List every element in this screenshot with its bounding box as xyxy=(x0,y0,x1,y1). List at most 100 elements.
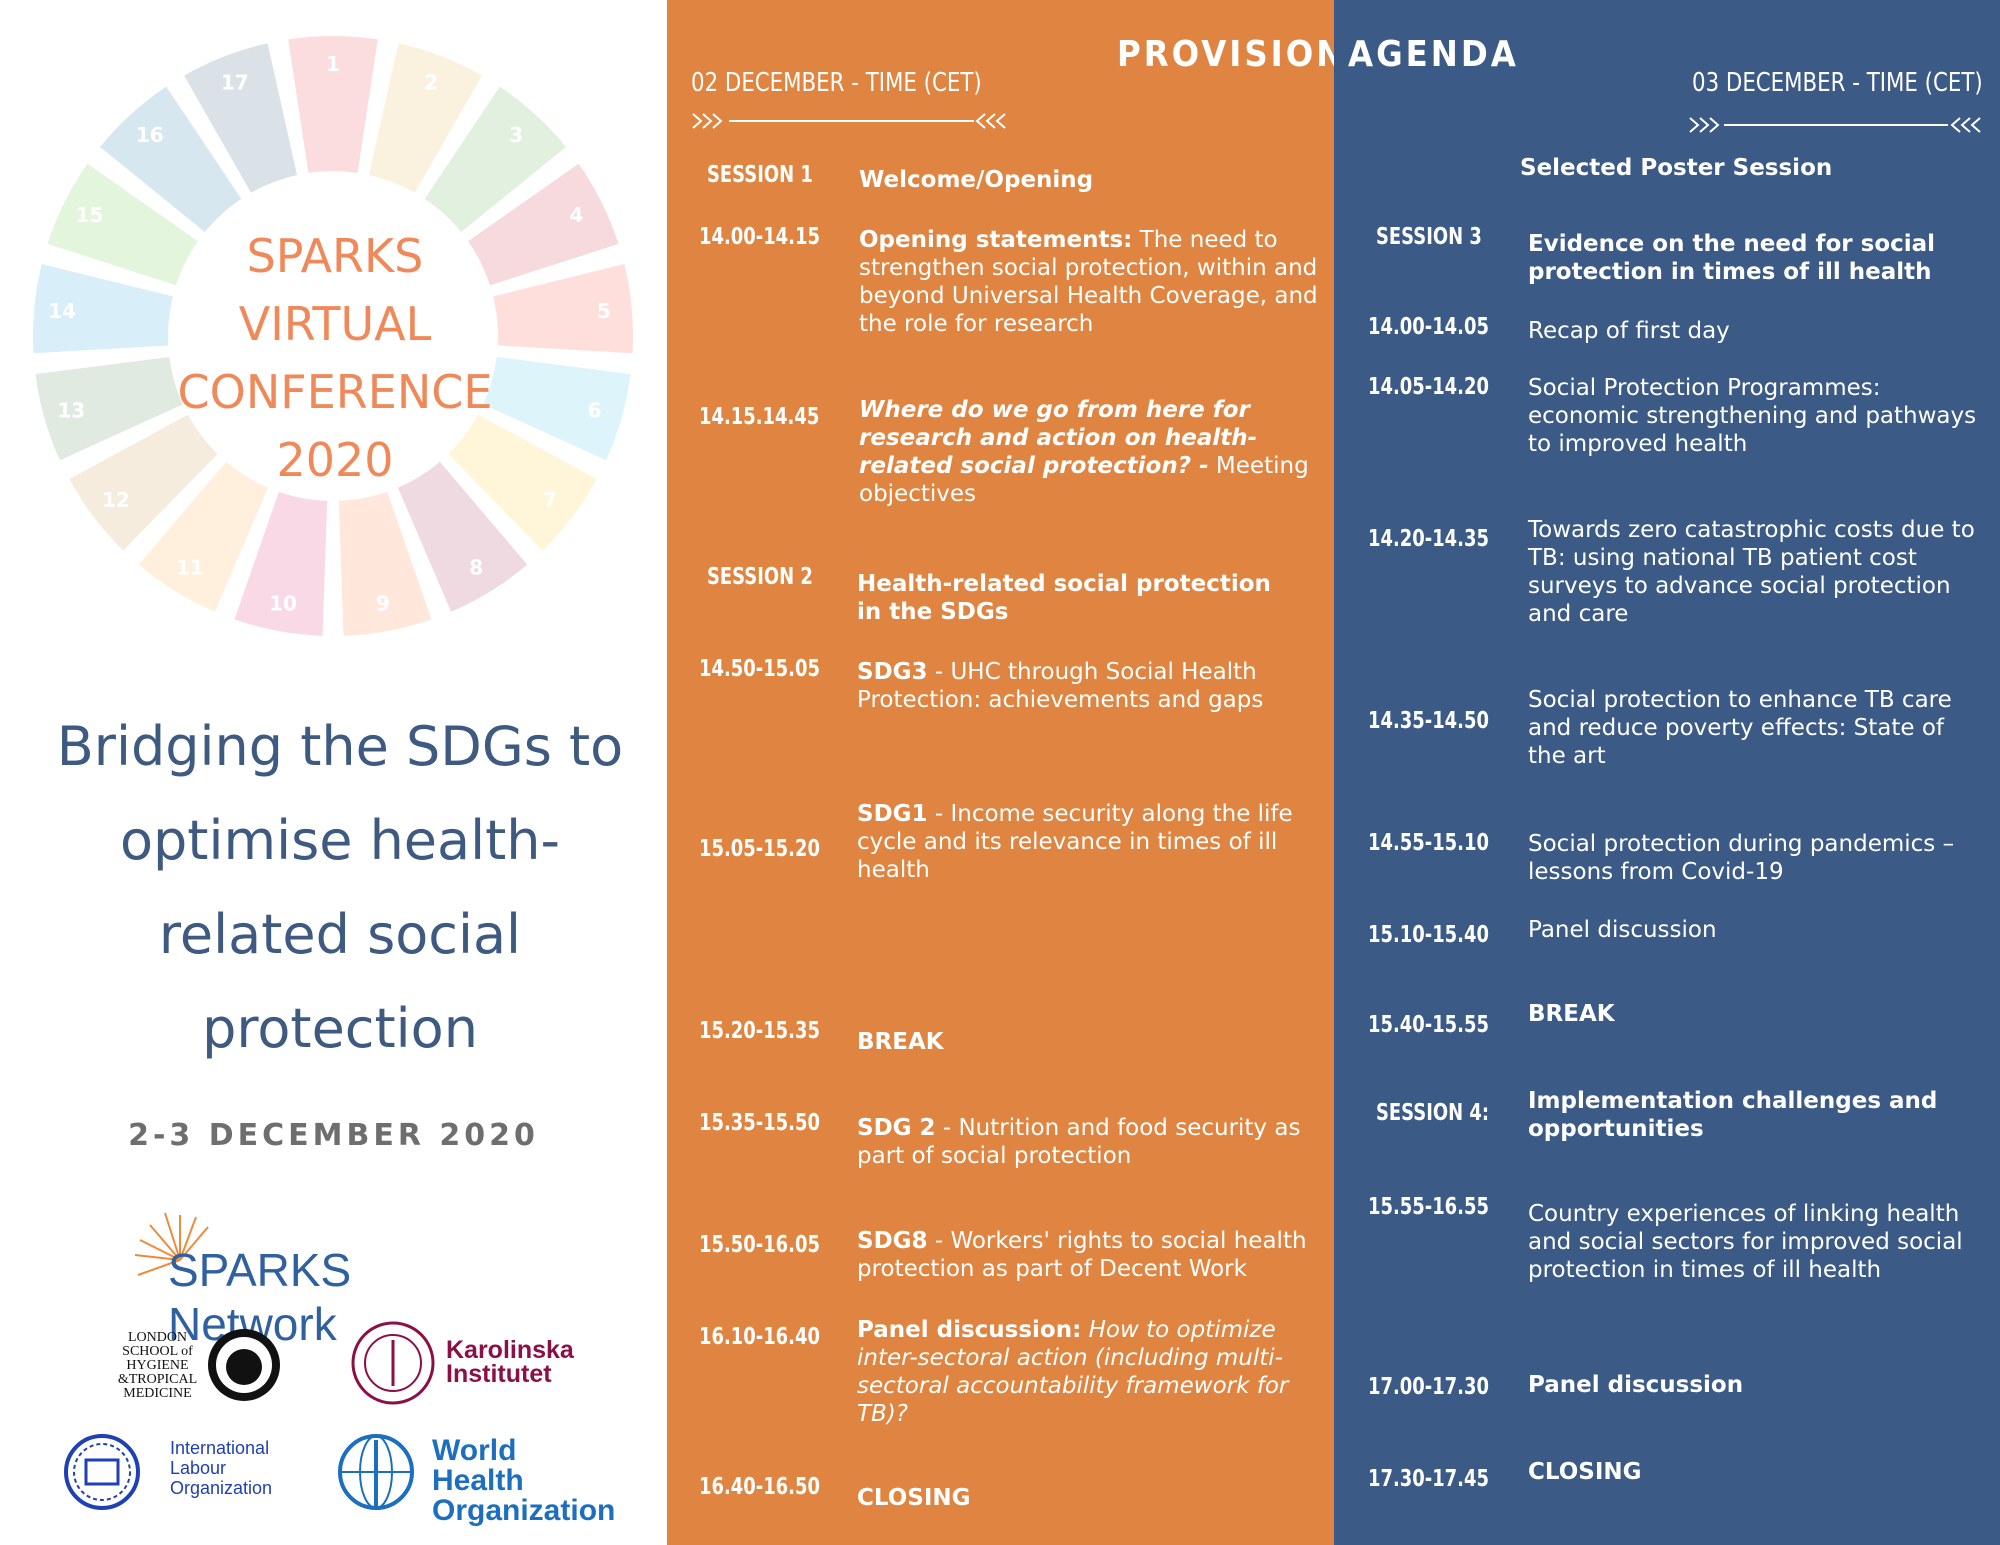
sdg-number: 4 xyxy=(570,203,584,227)
sdg-segment xyxy=(368,43,482,193)
sdg-number: 9 xyxy=(376,591,390,615)
sdg-segment xyxy=(338,491,432,636)
break-label: BREAK xyxy=(1528,1001,1615,1027)
session-title: Welcome/Opening xyxy=(859,167,1094,193)
sdg-number: 8 xyxy=(469,555,483,579)
agenda-item: SDG1 - Income security along the life cy… xyxy=(857,800,1297,884)
session-label: SESSION 1 xyxy=(707,162,813,188)
conference-title-line: CONFERENCE xyxy=(177,365,493,419)
agenda-item: Social protection to enhance TB care and… xyxy=(1528,687,1952,769)
session-label: SESSION 3 xyxy=(1376,224,1482,250)
day2-arrow-divider xyxy=(1689,117,1981,133)
lshtm-logo-line: SCHOOL of xyxy=(122,1344,193,1359)
agenda-item: Country experiences of linking health an… xyxy=(1528,1201,1963,1283)
agenda-time: 14.35-14.50 xyxy=(1368,708,1489,734)
ilo-logo-line: Labour xyxy=(170,1458,227,1478)
break-label: BREAK xyxy=(857,1029,944,1055)
sdg-number: 17 xyxy=(221,70,249,94)
day2-panel: AGENDA 03 DECEMBER - TIME (CET) Selected… xyxy=(1334,0,2000,1545)
session-title: Evidence on the need for social protecti… xyxy=(1528,231,1936,285)
agenda-time: 14.00-14.15 xyxy=(699,224,820,250)
agenda-time: 15.50-16.05 xyxy=(699,1232,820,1258)
sdg-number: 15 xyxy=(76,203,104,227)
conference-title-line: SPARKS xyxy=(246,229,424,283)
agenda-item: Recap of first day xyxy=(1528,318,1730,344)
sdg-number: 16 xyxy=(136,123,164,147)
sdg-number: 13 xyxy=(57,398,85,422)
karolinska-seal-icon xyxy=(351,1321,435,1405)
agenda-item: SDG3 - UHC through Social Health Protect… xyxy=(857,658,1297,714)
sdg-segment xyxy=(234,491,328,636)
agenda-time: 15.20-15.35 xyxy=(699,1018,820,1044)
agenda-item: SDG 2 - Nutrition and food security as p… xyxy=(857,1114,1317,1170)
day2-heading: 03 DECEMBER - TIME (CET) xyxy=(1692,68,1983,98)
session-title: Implementation challenges and opportunit… xyxy=(1528,1088,1938,1142)
agenda-item-bold: Opening statements: xyxy=(859,227,1133,253)
ilo-logo: International Labour Organization xyxy=(62,1432,292,1512)
sdg-number: 11 xyxy=(176,555,204,579)
agenda-item: Panel discussion xyxy=(1528,917,1717,943)
closing-label: CLOSING xyxy=(857,1485,971,1511)
agenda-item-text: Meeting objectives xyxy=(859,453,1309,507)
agenda-item-text: - Nutrition and food security as part of… xyxy=(857,1115,1301,1169)
agenda-item-text: - UHC through Social Health Protection: … xyxy=(857,659,1264,713)
lshtm-logo-line: MEDICINE xyxy=(123,1386,192,1401)
sdg-segment xyxy=(468,163,619,286)
who-emblem-icon xyxy=(338,1434,414,1510)
agenda-time: 14.20-14.35 xyxy=(1368,526,1489,552)
karolinska-logo: Karolinska Institutet xyxy=(348,1318,578,1408)
agenda-time: 14.50-15.05 xyxy=(699,656,820,682)
agenda-item: Where do we go from here for research an… xyxy=(859,396,1329,508)
lshtm-logo-line: LONDON xyxy=(127,1330,188,1345)
sdg-number: 1 xyxy=(326,52,340,76)
agenda-item: Panel discussion: How to optimize inter-… xyxy=(857,1316,1307,1428)
agenda-time: 14.55-15.10 xyxy=(1368,830,1489,856)
panel-discussion-label: Panel discussion xyxy=(1528,1372,1744,1398)
who-logo: World Health Organization xyxy=(332,1430,615,1526)
sparks-network-logo: SPARKS Network xyxy=(130,1205,530,1350)
who-logo-line: Organization xyxy=(432,1494,616,1527)
agenda-time: 16.40-16.50 xyxy=(699,1474,820,1500)
agenda-item-text: - Income security along the life cycle a… xyxy=(857,801,1293,883)
sdg-segment xyxy=(448,414,597,551)
poster-session: Selected Poster Session xyxy=(1520,155,1833,181)
karolinska-logo-line: Institutet xyxy=(446,1360,552,1388)
sdg-segment xyxy=(138,461,269,612)
header-agenda: AGENDA xyxy=(1348,34,1519,75)
sdg-number: 6 xyxy=(588,398,602,422)
sparks-logo-text: SPARKS Network xyxy=(168,1244,352,1350)
agenda-item-bold: SDG8 xyxy=(857,1228,928,1254)
session-title: Health-related social protection in the … xyxy=(857,571,1271,625)
agenda-item: Social Protection Programmes: economic s… xyxy=(1528,375,1977,457)
who-logo-line: World Health xyxy=(432,1434,524,1497)
agenda-time: 15.05-15.20 xyxy=(699,836,820,862)
main-title-line: protection xyxy=(202,997,478,1060)
main-title-line: Bridging the SDGs to xyxy=(56,715,624,778)
sdg-segment xyxy=(35,356,183,461)
agenda-item-bold-italic: Where do we go from here for research an… xyxy=(859,397,1258,479)
closing-label: CLOSING xyxy=(1528,1459,1642,1485)
ilo-emblem-icon xyxy=(64,1434,140,1510)
sdg-segment xyxy=(33,264,173,354)
conference-title-line: 2020 xyxy=(276,433,394,487)
agenda-item: Social protection during pandemics – les… xyxy=(1528,831,1955,885)
sdg-segment xyxy=(493,264,633,354)
conference-dates: 2-3 DECEMBER 2020 xyxy=(128,1118,539,1153)
agenda-item-text: The need to strengthen social protection… xyxy=(859,227,1318,337)
agenda-item-bold: Panel discussion: xyxy=(857,1317,1082,1343)
agenda-time: 15.40-15.55 xyxy=(1368,1012,1489,1038)
sdg-segment xyxy=(184,43,298,193)
sdg-segment xyxy=(100,86,242,233)
agenda-time: 15.10-15.40 xyxy=(1368,922,1489,948)
sdg-segment xyxy=(424,86,566,233)
agenda-time: 14.00-14.05 xyxy=(1368,314,1489,340)
agenda-item-italic: How to optimize inter-sectoral action (i… xyxy=(857,1317,1289,1427)
left-panel: 1 2 3 4 5 6 7 8 9 10 11 12 13 14 15 16 17 SPARKS VIRTUAL… xyxy=(0,0,667,1545)
agenda-time: 14.15.14.45 xyxy=(699,404,820,430)
karolinska-logo-line: Karolinska xyxy=(446,1336,574,1364)
day1-arrow-divider xyxy=(692,113,1006,129)
agenda-time: 17.30-17.45 xyxy=(1368,1466,1489,1492)
sdg-number: 14 xyxy=(48,299,76,323)
sdg-number: 3 xyxy=(509,123,523,147)
sdg-number: 7 xyxy=(543,488,557,512)
